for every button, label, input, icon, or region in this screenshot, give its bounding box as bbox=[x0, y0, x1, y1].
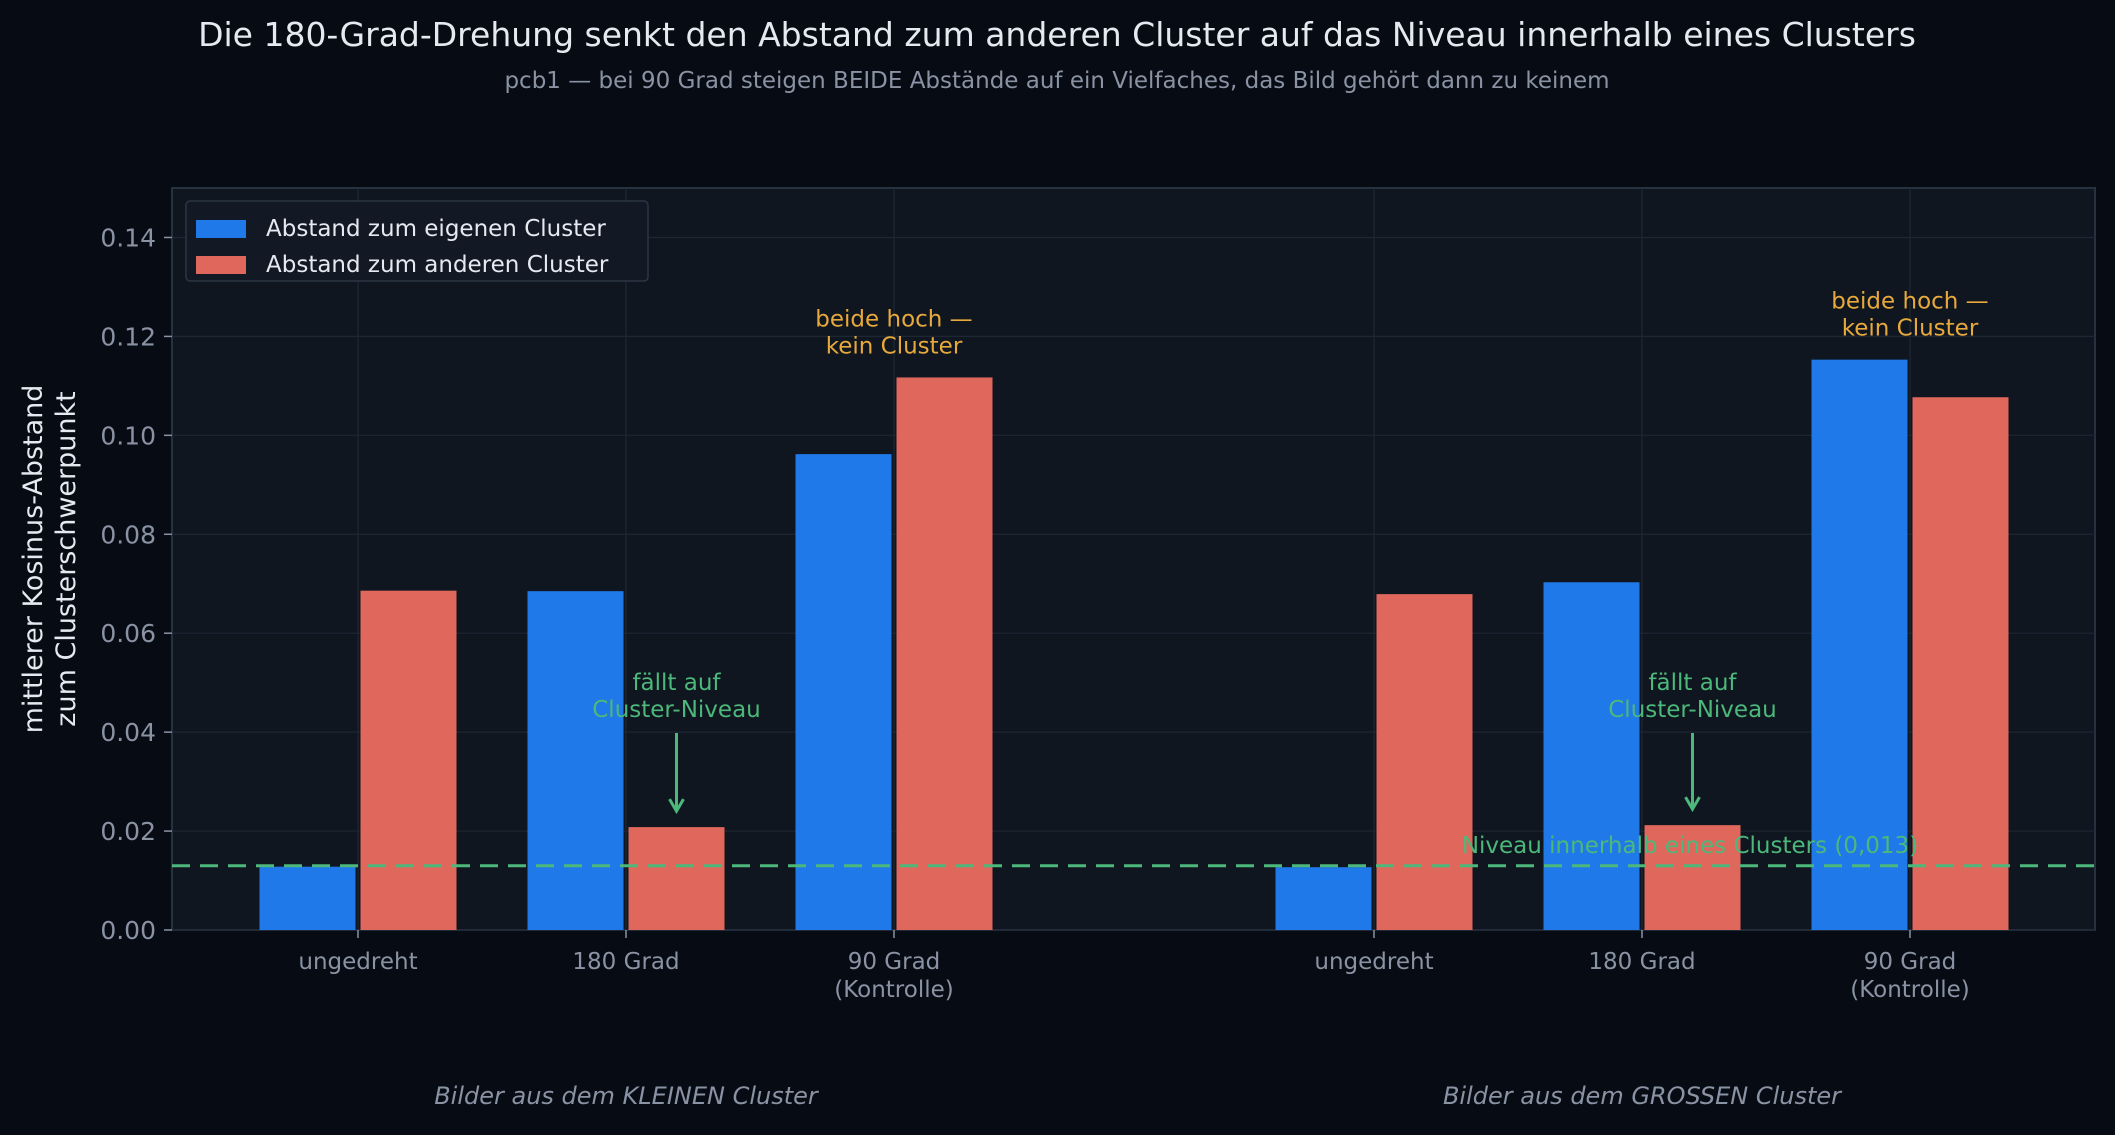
reference-line-label: Niveau innerhalb eines Clusters (0,013) bbox=[1462, 833, 1918, 859]
bar-own bbox=[259, 866, 356, 930]
y-tick-label: 0.14 bbox=[100, 223, 156, 252]
plot-area bbox=[171, 187, 2096, 931]
legend-label: Abstand zum eigenen Cluster bbox=[266, 216, 606, 242]
y-tick-label: 0.08 bbox=[100, 520, 156, 549]
annotation-label: Cluster-Niveau bbox=[1608, 697, 1777, 723]
x-tick-label: ungedreht bbox=[1314, 949, 1433, 975]
bar-own bbox=[1275, 867, 1372, 930]
legend-swatch bbox=[196, 220, 246, 238]
y-tick-label: 0.04 bbox=[100, 718, 156, 747]
x-tick-label: 180 Grad bbox=[1588, 949, 1695, 975]
chart-subtitle: pcb1 — bei 90 Grad steigen BEIDE Abständ… bbox=[504, 68, 1609, 94]
group-label: Bilder aus dem GROSSEN Cluster bbox=[1443, 1082, 1843, 1110]
legend-swatch bbox=[196, 256, 246, 274]
annotation-label: beide hoch — bbox=[815, 306, 972, 332]
bar-own bbox=[795, 454, 892, 930]
bar-own bbox=[1811, 359, 1908, 931]
chart-title: Die 180-Grad-Drehung senkt den Abstand z… bbox=[198, 15, 1916, 54]
annotation-label: Cluster-Niveau bbox=[592, 697, 761, 723]
y-tick-label: 0.06 bbox=[100, 619, 156, 648]
annotation-label: beide hoch — bbox=[1831, 289, 1988, 315]
x-tick-label: (Kontrolle) bbox=[1850, 977, 1970, 1003]
y-tick-label: 0.12 bbox=[100, 322, 156, 351]
annotation-label: kein Cluster bbox=[826, 333, 963, 359]
annotation-arrow-head bbox=[668, 798, 685, 815]
group-label: Bilder aus dem KLEINEN Cluster bbox=[434, 1082, 820, 1110]
bar-other bbox=[1376, 594, 1473, 930]
x-tick-label: 180 Grad bbox=[572, 949, 679, 975]
x-tick-label: ungedreht bbox=[298, 949, 417, 975]
y-tick-label: 0.02 bbox=[100, 817, 156, 846]
bar-own bbox=[527, 591, 624, 930]
y-axis-label: mittlerer Kosinus-Abstandzum Clusterschw… bbox=[18, 385, 82, 734]
legend-label: Abstand zum anderen Cluster bbox=[266, 252, 609, 278]
y-axis-label-line: mittlerer Kosinus-Abstand bbox=[18, 385, 49, 734]
y-axis-label-line: zum Clusterschwerpunkt bbox=[51, 391, 82, 726]
annotation-label: fällt auf bbox=[632, 670, 721, 696]
y-tick-label: 0.10 bbox=[100, 421, 156, 450]
bar-other bbox=[896, 377, 993, 930]
bar-other bbox=[1644, 825, 1741, 930]
annotation-label: kein Cluster bbox=[1842, 316, 1979, 342]
x-tick-label: (Kontrolle) bbox=[834, 977, 954, 1003]
bar-other bbox=[360, 590, 457, 930]
bar-other bbox=[628, 827, 725, 930]
x-tick-label: 90 Grad bbox=[1864, 949, 1957, 975]
bar-other bbox=[1912, 397, 2009, 930]
y-tick-label: 0.00 bbox=[100, 916, 156, 945]
x-tick-label: 90 Grad bbox=[848, 949, 941, 975]
annotation-label: fällt auf bbox=[1648, 670, 1737, 696]
bar-own bbox=[1543, 582, 1640, 930]
legend-box bbox=[185, 200, 649, 282]
annotation-arrow-head bbox=[1684, 796, 1701, 813]
